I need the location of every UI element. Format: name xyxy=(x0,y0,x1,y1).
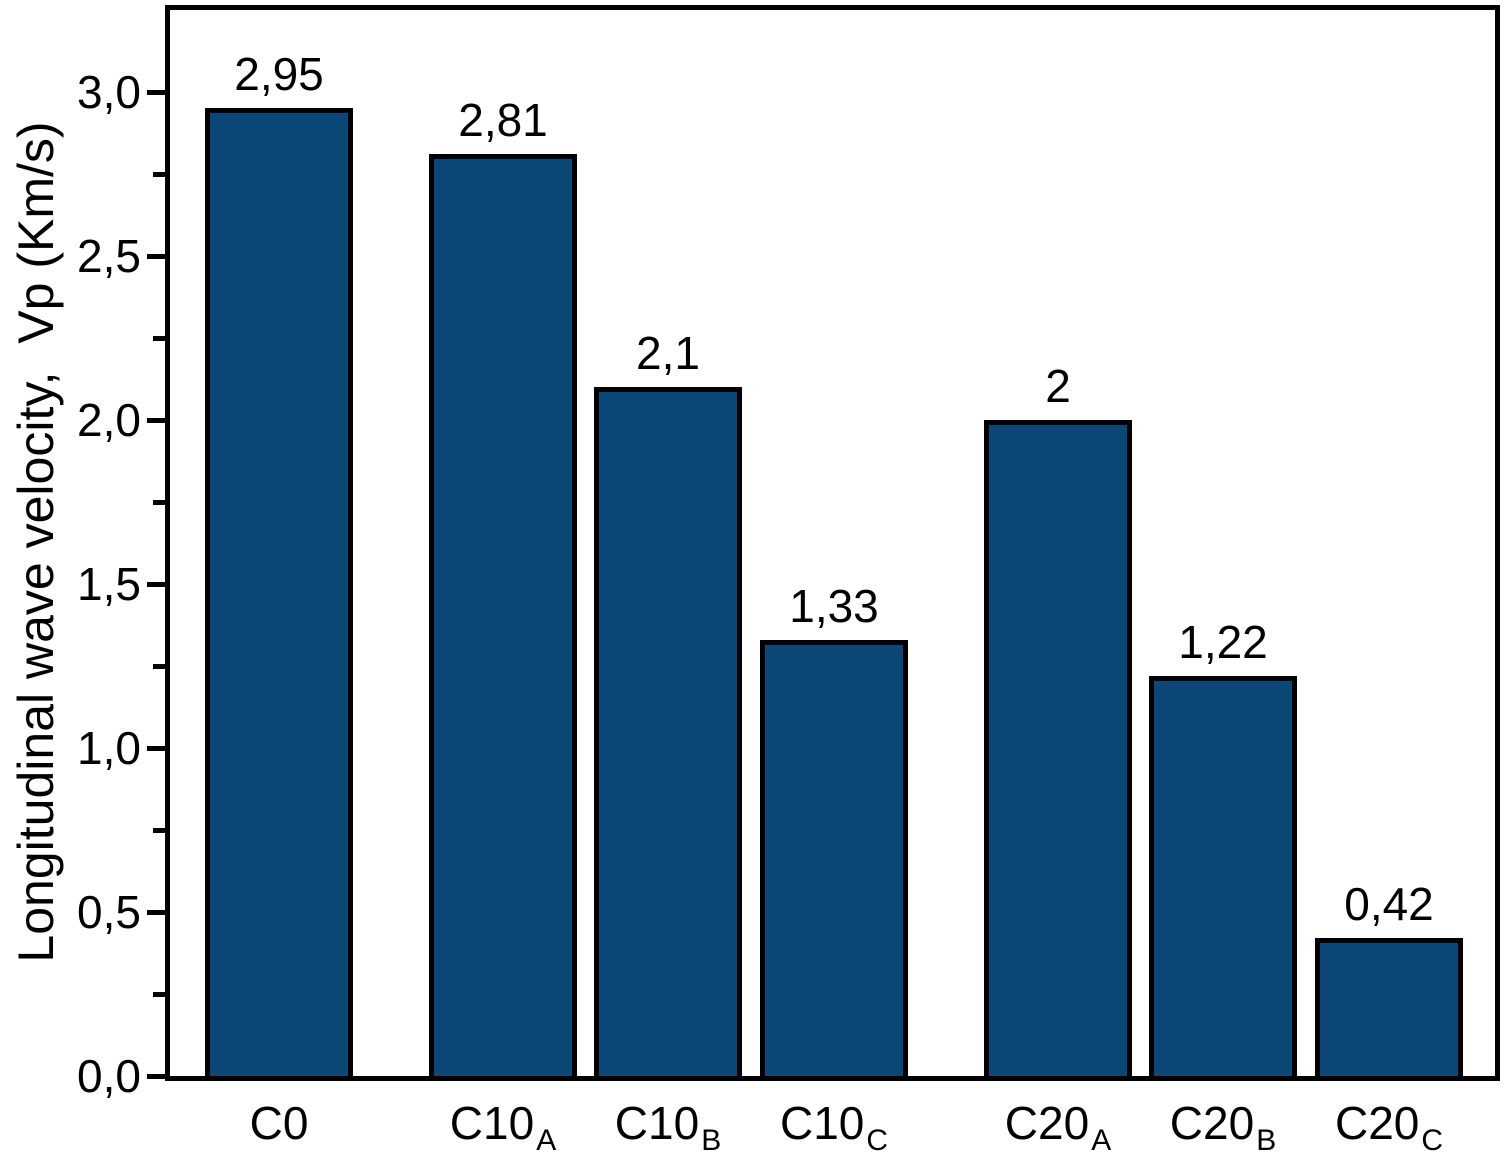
bar-C10_B xyxy=(594,387,742,1076)
bar-value-C10_B: 2,1 xyxy=(636,327,700,379)
y-major-tick xyxy=(147,418,165,423)
y-major-tick xyxy=(147,90,165,95)
x-tick-label-C20_B: C20B xyxy=(1169,1097,1276,1156)
y-minor-tick xyxy=(153,336,165,341)
x-tick-label-subscript: A xyxy=(536,1124,557,1157)
y-major-tick xyxy=(147,910,165,915)
y-tick-label: 1,0 xyxy=(77,722,141,774)
x-tick-label-C20_A: C20A xyxy=(1004,1097,1111,1156)
bar-value-C10_A: 2,81 xyxy=(458,94,548,146)
x-tick-label-subscript: C xyxy=(1421,1124,1444,1157)
y-major-tick xyxy=(147,582,165,587)
x-tick-label-C10_C: C10C xyxy=(779,1097,888,1156)
x-tick-label-C10_A: C10A xyxy=(449,1097,556,1156)
x-tick-label-subscript: A xyxy=(1091,1124,1112,1157)
y-minor-tick xyxy=(153,500,165,505)
x-tick-label-main: C20 xyxy=(1169,1097,1255,1149)
x-tick-label-subscript: B xyxy=(701,1124,722,1157)
bar-value-C20_A: 2 xyxy=(1045,360,1071,412)
y-minor-tick xyxy=(153,172,165,177)
bar-value-C0: 2,95 xyxy=(234,48,324,100)
y-tick-label: 2,0 xyxy=(77,394,141,446)
x-tick-label-C10_B: C10B xyxy=(614,1097,721,1156)
y-minor-tick xyxy=(153,992,165,997)
x-tick-label-subscript: B xyxy=(1256,1124,1277,1157)
y-major-tick xyxy=(147,254,165,259)
bar-C10_A xyxy=(429,154,577,1076)
x-tick-label-main: C10 xyxy=(614,1097,700,1149)
x-tick-label-main: C20 xyxy=(1334,1097,1420,1149)
bar-value-C20_C: 0,42 xyxy=(1344,878,1434,930)
x-tick-label-subscript: C xyxy=(866,1124,889,1157)
y-major-tick xyxy=(147,746,165,751)
y-tick-label: 0,0 xyxy=(77,1050,141,1102)
bar-C20_A xyxy=(984,420,1132,1076)
bar-value-C20_B: 1,22 xyxy=(1178,616,1268,668)
y-tick-label: 1,5 xyxy=(77,558,141,610)
y-minor-tick xyxy=(153,828,165,833)
y-minor-tick xyxy=(153,664,165,669)
x-tick-label-main: C0 xyxy=(249,1097,309,1149)
bar-value-C10_C: 1,33 xyxy=(789,580,879,632)
y-tick-label: 2,5 xyxy=(77,230,141,282)
y-tick-label: 3,0 xyxy=(77,66,141,118)
x-tick-label-main: C10 xyxy=(779,1097,865,1149)
bar-C10_C xyxy=(760,640,908,1076)
x-tick-label-C20_C: C20C xyxy=(1334,1097,1443,1156)
x-tick-label-main: C10 xyxy=(449,1097,535,1149)
bar-C20_C xyxy=(1315,938,1463,1076)
x-tick-label-C0: C0 xyxy=(250,1100,309,1146)
y-tick-label: 0,5 xyxy=(77,886,141,938)
y-major-tick xyxy=(147,1074,165,1079)
bar-C20_B xyxy=(1149,676,1297,1076)
bar-C0 xyxy=(205,108,353,1076)
x-tick-label-main: C20 xyxy=(1004,1097,1090,1149)
